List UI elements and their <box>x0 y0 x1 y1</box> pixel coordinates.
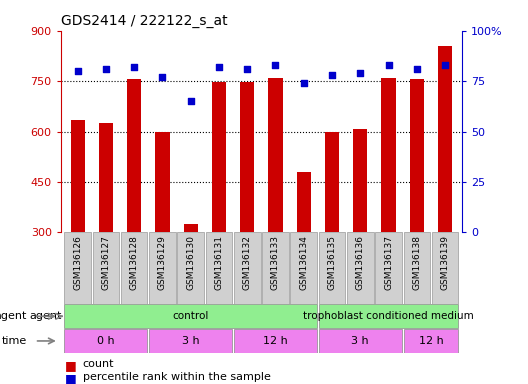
Text: control: control <box>173 311 209 321</box>
Point <box>243 66 251 72</box>
FancyBboxPatch shape <box>234 232 260 304</box>
FancyBboxPatch shape <box>403 329 458 353</box>
FancyBboxPatch shape <box>290 232 317 304</box>
Point <box>356 70 364 76</box>
Bar <box>127 79 142 232</box>
Point <box>186 98 195 104</box>
Bar <box>212 82 226 232</box>
FancyBboxPatch shape <box>319 329 402 353</box>
Text: GSM136132: GSM136132 <box>243 235 252 290</box>
Bar <box>297 172 311 232</box>
Bar <box>99 123 113 232</box>
FancyBboxPatch shape <box>206 232 232 304</box>
Text: count: count <box>83 359 114 369</box>
Text: GSM136126: GSM136126 <box>73 235 82 290</box>
Bar <box>240 82 254 232</box>
Text: GSM136135: GSM136135 <box>327 235 336 290</box>
FancyBboxPatch shape <box>375 232 402 304</box>
Text: percentile rank within the sample: percentile rank within the sample <box>83 372 271 382</box>
Point <box>441 62 449 68</box>
Point <box>158 74 167 80</box>
FancyBboxPatch shape <box>121 232 147 304</box>
FancyBboxPatch shape <box>149 232 176 304</box>
FancyBboxPatch shape <box>92 232 119 304</box>
Text: agent: agent <box>0 311 26 321</box>
Text: GSM136130: GSM136130 <box>186 235 195 290</box>
Text: time: time <box>2 336 26 346</box>
Bar <box>353 129 367 232</box>
FancyBboxPatch shape <box>319 305 458 328</box>
FancyBboxPatch shape <box>64 305 317 328</box>
FancyBboxPatch shape <box>347 232 373 304</box>
FancyBboxPatch shape <box>403 232 430 304</box>
Bar <box>184 224 198 232</box>
Text: GDS2414 / 222122_s_at: GDS2414 / 222122_s_at <box>61 14 228 28</box>
Bar <box>268 78 282 232</box>
FancyBboxPatch shape <box>149 329 232 353</box>
Bar <box>410 79 424 232</box>
FancyBboxPatch shape <box>432 232 458 304</box>
Bar <box>71 120 84 232</box>
Bar <box>381 78 395 232</box>
FancyBboxPatch shape <box>262 232 289 304</box>
FancyBboxPatch shape <box>64 329 147 353</box>
Point <box>102 66 110 72</box>
Text: GSM136133: GSM136133 <box>271 235 280 290</box>
Text: GSM136131: GSM136131 <box>214 235 223 290</box>
Text: GSM136138: GSM136138 <box>412 235 421 290</box>
Bar <box>438 46 452 232</box>
Text: GSM136139: GSM136139 <box>440 235 449 290</box>
Text: 12 h: 12 h <box>263 336 288 346</box>
Bar <box>325 131 339 232</box>
Text: 3 h: 3 h <box>182 336 200 346</box>
Text: trophoblast conditioned medium: trophoblast conditioned medium <box>303 311 474 321</box>
Text: GSM136136: GSM136136 <box>356 235 365 290</box>
Text: GSM136129: GSM136129 <box>158 235 167 290</box>
Point <box>73 68 82 74</box>
Text: 0 h: 0 h <box>97 336 115 346</box>
Text: 12 h: 12 h <box>419 336 444 346</box>
Text: ■: ■ <box>65 372 77 384</box>
Bar <box>155 131 169 232</box>
Point <box>271 62 280 68</box>
Text: GSM136128: GSM136128 <box>130 235 139 290</box>
Text: GSM136137: GSM136137 <box>384 235 393 290</box>
Text: agent: agent <box>30 311 62 321</box>
Point <box>130 64 138 70</box>
Point <box>215 64 223 70</box>
Text: GSM136127: GSM136127 <box>101 235 110 290</box>
Point <box>299 80 308 86</box>
Point <box>328 72 336 78</box>
Text: GSM136134: GSM136134 <box>299 235 308 290</box>
FancyBboxPatch shape <box>234 329 317 353</box>
Point <box>412 66 421 72</box>
Text: ■: ■ <box>65 359 77 372</box>
FancyBboxPatch shape <box>319 232 345 304</box>
Point <box>384 62 393 68</box>
Text: 3 h: 3 h <box>352 336 369 346</box>
FancyBboxPatch shape <box>64 232 91 304</box>
FancyBboxPatch shape <box>177 232 204 304</box>
